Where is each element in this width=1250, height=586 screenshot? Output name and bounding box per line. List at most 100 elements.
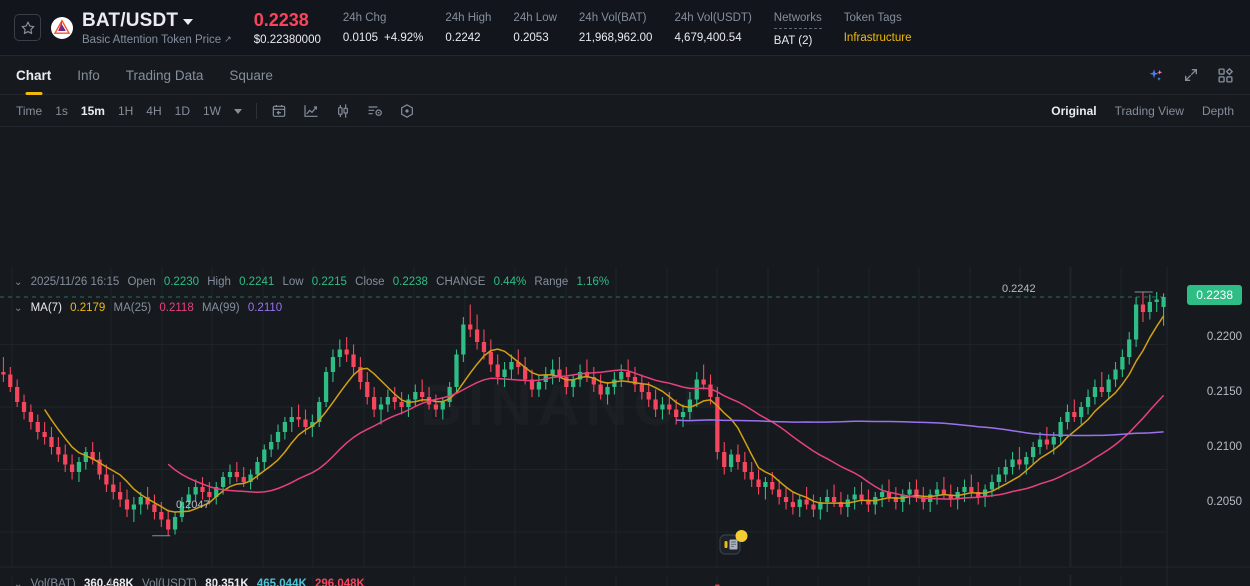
vol-usdt-label: Vol(USDT)	[142, 578, 197, 586]
last-price-usd: $0.22380000	[253, 34, 321, 47]
tab-trading-data[interactable]: Trading Data	[125, 67, 204, 83]
tab-info[interactable]: Info	[77, 67, 100, 83]
line-chart-icon[interactable]	[303, 103, 319, 119]
ai-sparkle-icon[interactable]	[1148, 67, 1165, 84]
calendar-icon[interactable]	[271, 103, 287, 119]
close-value: 0.2238	[392, 276, 428, 288]
range-value: 1.16%	[576, 276, 610, 288]
interval-15m[interactable]: 15m	[80, 103, 105, 118]
ma25-label: MA(25)	[113, 302, 152, 314]
price-tick-label: 0.2100	[1206, 441, 1242, 453]
vol-bat-value: 360.468K	[83, 578, 134, 586]
vol-ma-cyan-value: 465.044K	[256, 578, 307, 586]
collapse-chevron-icon[interactable]: ⌄	[14, 303, 23, 314]
stat-networks[interactable]: Networks BAT (2)	[773, 8, 822, 48]
stat-24h-vol-base: 24h Vol(BAT) 21,968,962.00	[579, 11, 653, 44]
networks-value[interactable]: BAT (2)	[773, 35, 813, 48]
stat-value: 0.2242	[445, 31, 481, 44]
interval-4h[interactable]: 4H	[146, 103, 162, 118]
stat-label: 24h Vol(USDT)	[674, 12, 752, 25]
layout-grid-icon[interactable]	[1217, 67, 1234, 84]
settings-icon[interactable]	[399, 103, 415, 119]
pair-symbol: BAT/USDT	[82, 9, 179, 31]
chart-area[interactable]: BINANCE ⌄ 2025/11/26 16:15 Open 0.2230 H…	[0, 127, 1250, 586]
time-label: Time	[16, 103, 43, 118]
last-price-block: 0.2238 $0.22380000	[254, 9, 321, 47]
candlestick-icon[interactable]	[335, 103, 351, 119]
last-price: 0.2238	[253, 9, 309, 30]
mode-depth[interactable]: Depth	[1201, 103, 1234, 118]
open-label: Open	[127, 276, 156, 288]
change-label: CHANGE	[436, 276, 486, 288]
low-value: 0.2215	[311, 276, 347, 288]
stat-value: 0.0105	[342, 31, 379, 44]
token-tags-label: Token Tags	[843, 12, 902, 25]
expand-diagonal-icon[interactable]	[1183, 67, 1199, 83]
interval-1s[interactable]: 1s	[55, 103, 68, 118]
stat-value: 4,679,400.54	[674, 31, 742, 44]
ma99-value: 0.2110	[247, 302, 283, 314]
low-label: Low	[282, 276, 304, 288]
change-value: 0.44%	[493, 276, 527, 288]
current-price-badge: 0.2238	[1187, 285, 1242, 305]
pair-subtitle-row[interactable]: Basic Attention Token Price ↗	[82, 34, 232, 46]
ohlc-timestamp: 2025/11/26 16:15	[30, 276, 120, 288]
pair-block[interactable]: BAT/USDT Basic Attention Token Price ↗	[82, 10, 232, 46]
ma25-value: 0.2118	[159, 302, 194, 314]
candlestick-chart-canvas[interactable]	[0, 127, 1250, 586]
interval-1h[interactable]: 1H	[117, 103, 134, 118]
stat-label: 24h Vol(BAT)	[578, 12, 647, 25]
close-label: Close	[355, 276, 385, 288]
section-tabbar: Chart Info Trading Data Square	[0, 56, 1250, 95]
stat-token-tags: Token Tags Infrastructure	[844, 11, 912, 44]
toolbar-divider	[255, 102, 257, 119]
stat-label: 24h Chg	[342, 12, 387, 25]
bat-logo-icon	[51, 16, 73, 39]
high-value: 0.2241	[239, 276, 275, 288]
interval-1w[interactable]: 1W	[202, 103, 221, 118]
collapse-chevron-icon[interactable]: ⌄	[14, 277, 23, 288]
stat-24h-low: 24h Low 0.2053	[513, 11, 556, 44]
external-link-icon[interactable]: ↗	[224, 34, 232, 44]
chart-toolbar: Time 1s 15m 1H 4H 1D 1W	[0, 95, 1250, 127]
vol-bat-label: Vol(BAT)	[30, 578, 76, 586]
stat-24h-chg: 24h Chg 0.0105 +4.92%	[343, 11, 424, 44]
ma99-label: MA(99)	[201, 302, 240, 314]
mode-original[interactable]: Original	[1051, 103, 1097, 118]
stat-value: 0.2053	[513, 31, 549, 44]
ma7-value: 0.2179	[70, 302, 106, 314]
period-high-label: 0.2242	[1002, 283, 1036, 295]
vol-ma-pink-value: 296.048K	[314, 578, 365, 586]
stat-percent: +4.92%	[384, 31, 424, 44]
chart-note-cursor-icon[interactable]	[718, 527, 750, 564]
range-label: Range	[534, 276, 569, 288]
stat-24h-high: 24h High 0.2242	[445, 11, 491, 44]
stat-value: 21,968,962.00	[578, 31, 653, 44]
chevron-down-icon[interactable]	[233, 109, 242, 114]
collapse-chevron-icon[interactable]: ⌄	[14, 579, 23, 586]
ma7-label: MA(7)	[30, 302, 62, 314]
chevron-down-icon[interactable]	[183, 19, 194, 25]
stat-label: 24h High	[445, 12, 492, 25]
mode-trading-view[interactable]: Trading View	[1114, 103, 1184, 118]
tab-square[interactable]: Square	[229, 67, 273, 83]
networks-label: Networks	[773, 11, 822, 30]
token-tag-chip[interactable]: Infrastructure	[843, 31, 912, 44]
ohlc-legend: ⌄ 2025/11/26 16:15 Open 0.2230 High 0.22…	[14, 276, 614, 288]
price-tick-label: 0.2150	[1206, 386, 1242, 398]
interval-1d[interactable]: 1D	[174, 103, 190, 118]
price-tick-label: 0.2050	[1206, 496, 1242, 508]
price-tick-label: 0.2200	[1206, 331, 1242, 343]
high-label: High	[207, 276, 231, 288]
volume-panel-canvas[interactable]	[0, 575, 1250, 586]
ma-legend: ⌄ MA(7) 0.2179 MA(25) 0.2118 MA(99) 0.21…	[14, 302, 287, 314]
pair-subtitle: Basic Attention Token Price	[82, 33, 222, 46]
vol-usdt-value: 80.351K	[205, 578, 249, 586]
stat-label: 24h Low	[513, 12, 557, 25]
indicators-icon[interactable]	[367, 103, 383, 119]
market-header: BAT/USDT Basic Attention Token Price ↗ 0…	[0, 0, 1250, 56]
period-low-label: 0.2047	[176, 499, 210, 511]
tab-chart[interactable]: Chart	[16, 56, 51, 95]
favorite-star-button[interactable]	[14, 14, 41, 41]
